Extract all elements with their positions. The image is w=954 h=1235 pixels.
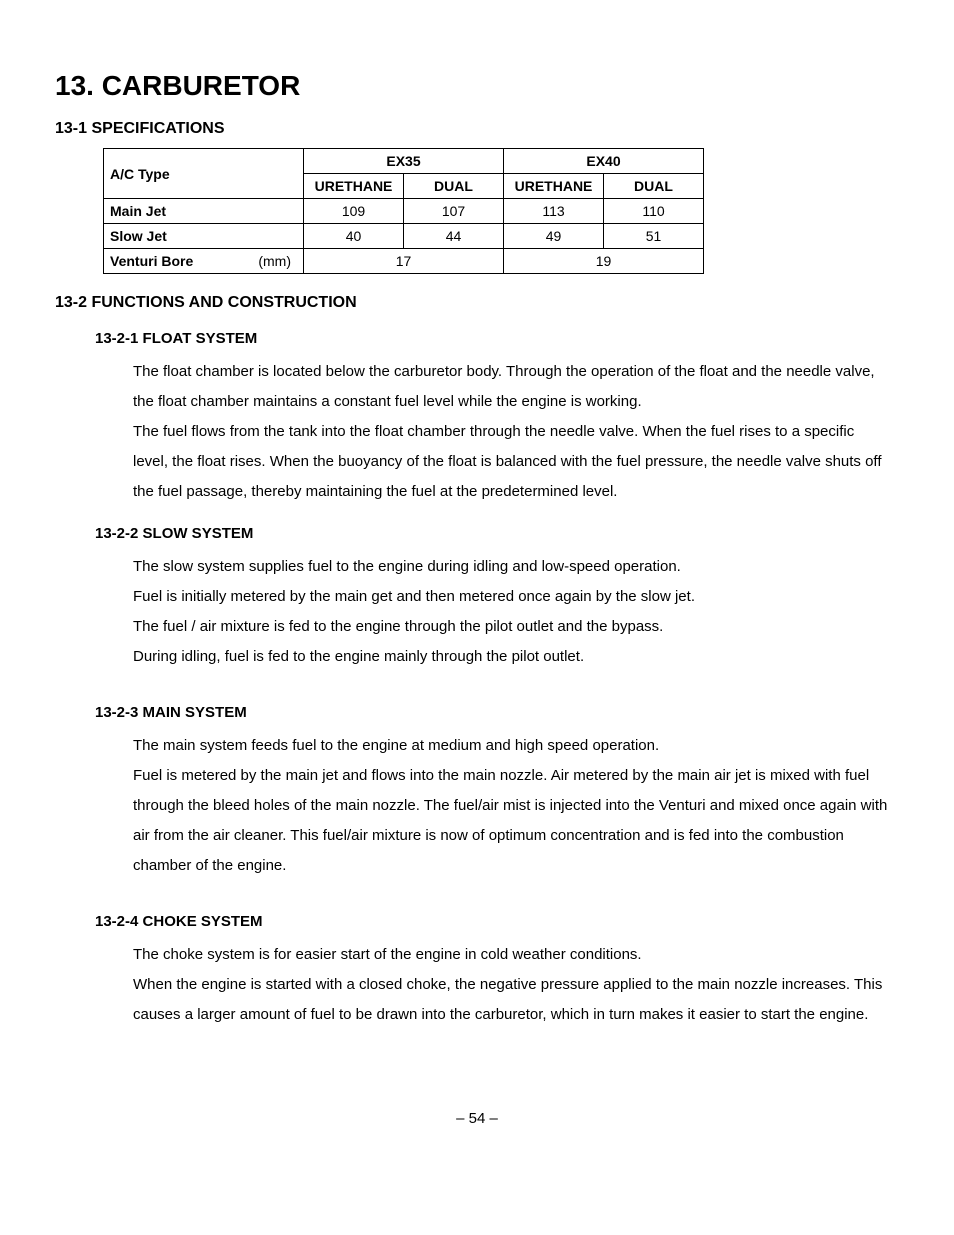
slow-jet-cell: 44 xyxy=(404,224,504,249)
venturi-label: Venturi Bore xyxy=(110,253,193,269)
ac-type-header: A/C Type xyxy=(104,149,304,199)
col-sub-urethane-1: URETHANE xyxy=(304,174,404,199)
paragraph: The fuel flows from the tank into the fl… xyxy=(133,417,889,507)
venturi-cell: 19 xyxy=(504,249,704,274)
slow-jet-cell: 49 xyxy=(504,224,604,249)
col-group-ex35: EX35 xyxy=(304,149,504,174)
paragraph: During idling, fuel is fed to the engine… xyxy=(133,642,889,672)
venturi-header: Venturi Bore (mm) xyxy=(104,249,304,274)
page-number: – 54 – xyxy=(55,1110,899,1127)
section-specifications-title: 13-1 SPECIFICATIONS xyxy=(55,120,899,138)
main-system-title: 13-2-3 MAIN SYSTEM xyxy=(95,704,899,721)
main-jet-cell: 113 xyxy=(504,199,604,224)
main-jet-cell: 110 xyxy=(604,199,704,224)
paragraph: The fuel / air mixture is fed to the eng… xyxy=(133,612,889,642)
float-system-title: 13-2-1 FLOAT SYSTEM xyxy=(95,330,899,347)
slow-system-title: 13-2-2 SLOW SYSTEM xyxy=(95,525,899,542)
slow-system-body: The slow system supplies fuel to the eng… xyxy=(133,552,889,672)
slow-jet-cell: 51 xyxy=(604,224,704,249)
main-jet-header: Main Jet xyxy=(104,199,304,224)
paragraph: The choke system is for easier start of … xyxy=(133,940,889,970)
paragraph: The slow system supplies fuel to the eng… xyxy=(133,552,889,582)
specifications-table: A/C Type EX35 EX40 URETHANE DUAL URETHAN… xyxy=(103,148,704,274)
choke-system-body: The choke system is for easier start of … xyxy=(133,940,889,1030)
section-functions-title: 13-2 FUNCTIONS AND CONSTRUCTION xyxy=(55,294,899,312)
slow-jet-header: Slow Jet xyxy=(104,224,304,249)
main-system-body: The main system feeds fuel to the engine… xyxy=(133,731,889,881)
col-sub-dual-2: DUAL xyxy=(604,174,704,199)
paragraph: The main system feeds fuel to the engine… xyxy=(133,731,889,761)
main-jet-cell: 107 xyxy=(404,199,504,224)
paragraph: The float chamber is located below the c… xyxy=(133,357,889,417)
col-group-ex40: EX40 xyxy=(504,149,704,174)
venturi-cell: 17 xyxy=(304,249,504,274)
paragraph: Fuel is initially metered by the main ge… xyxy=(133,582,889,612)
slow-jet-cell: 40 xyxy=(304,224,404,249)
choke-system-title: 13-2-4 CHOKE SYSTEM xyxy=(95,913,899,930)
col-sub-urethane-2: URETHANE xyxy=(504,174,604,199)
main-jet-cell: 109 xyxy=(304,199,404,224)
chapter-title: 13. CARBURETOR xyxy=(55,70,899,102)
col-sub-dual-1: DUAL xyxy=(404,174,504,199)
venturi-unit: (mm) xyxy=(258,253,295,269)
paragraph: When the engine is started with a closed… xyxy=(133,970,889,1030)
paragraph: Fuel is metered by the main jet and flow… xyxy=(133,761,889,881)
float-system-body: The float chamber is located below the c… xyxy=(133,357,889,507)
